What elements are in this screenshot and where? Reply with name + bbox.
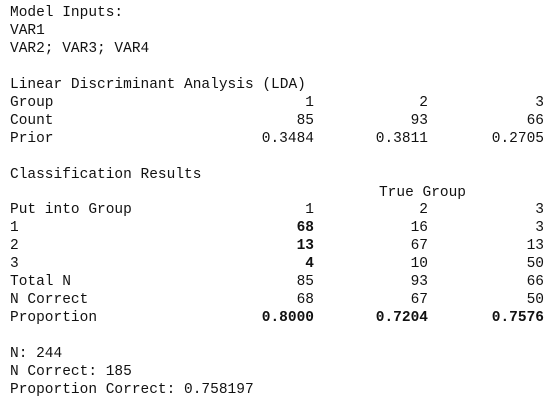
cell: 68 [296, 292, 314, 309]
cell: 13 [296, 238, 314, 255]
cell: 4 [305, 256, 314, 273]
cell: 1 [305, 202, 314, 219]
cell: 50 [526, 256, 544, 273]
cell: 0.3811 [375, 130, 428, 147]
cell: 16 [410, 220, 428, 237]
cell: 2 [419, 202, 428, 219]
cell: 85 [296, 274, 314, 291]
row-label: Group [10, 94, 54, 111]
cell: 68 [296, 220, 314, 237]
cell: 13 [526, 238, 544, 255]
row-label: N Correct [10, 292, 89, 309]
cell: 66 [526, 274, 544, 291]
cell: 67 [410, 238, 428, 255]
row-label: Proportion [10, 310, 98, 327]
row-label: Prior [10, 130, 54, 147]
cell: 0.8000 [261, 310, 314, 327]
column-header: True Group [378, 184, 466, 201]
cell: 3 [535, 220, 544, 237]
row-label: Count [10, 112, 54, 129]
cell: 0.3484 [261, 130, 314, 147]
cell: 66 [526, 112, 544, 129]
section-title: Model Inputs: [10, 5, 124, 21]
summary-line: Proportion Correct: 0.758197 [10, 381, 254, 398]
cell: 93 [410, 274, 428, 291]
cell: 93 [410, 112, 428, 129]
row-label: Put into Group [10, 202, 132, 219]
cell: 0.7204 [375, 310, 428, 327]
cell: 3 [535, 202, 544, 219]
cell: 0.2705 [491, 130, 544, 147]
cell: 85 [296, 112, 314, 129]
row-label: 3 [10, 256, 19, 273]
row-label: Total N [10, 274, 71, 291]
cell: 67 [410, 292, 428, 309]
input-line: VAR2; VAR3; VAR4 [10, 40, 150, 57]
row-label: 1 [10, 220, 19, 237]
section-title: Linear Discriminant Analysis (LDA) [10, 76, 306, 93]
cell: 10 [410, 256, 428, 273]
row-label: 2 [10, 238, 19, 255]
input-line: VAR1 [10, 22, 45, 39]
summary-line: N Correct: 185 [10, 364, 132, 380]
cell: 3 [535, 94, 544, 111]
cell: 50 [526, 292, 544, 309]
summary-line: N: 244 [10, 346, 63, 363]
cell: 2 [419, 94, 428, 111]
cell: 1 [305, 94, 314, 111]
section-title: Classification Results [10, 166, 202, 183]
cell: 0.7576 [491, 310, 544, 327]
